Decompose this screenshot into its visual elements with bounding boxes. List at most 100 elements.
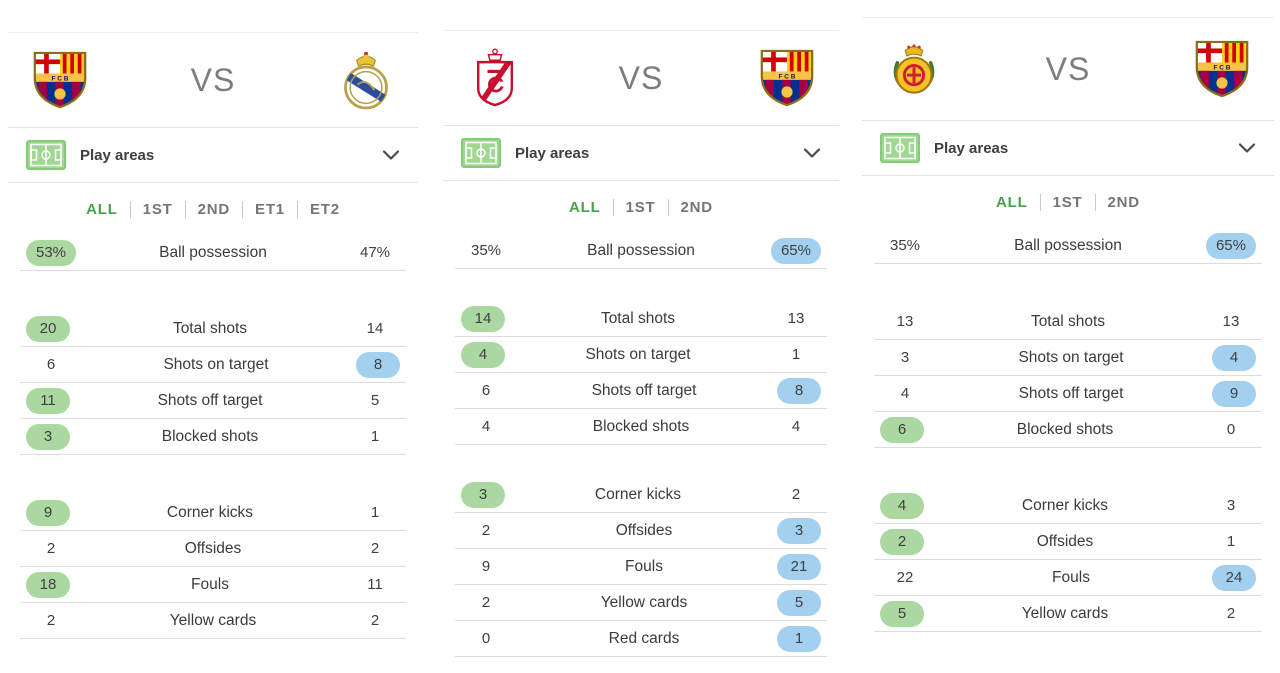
tab-1st[interactable]: 1ST [142, 200, 173, 218]
home-value: 35% [889, 237, 921, 254]
play-areas-toggle[interactable]: Play areas [862, 121, 1274, 176]
tab-all[interactable]: ALL [569, 198, 601, 216]
stat-row: 11 Shots off target 5 [20, 383, 406, 419]
granada-crest-icon [467, 47, 523, 109]
away-value: 3 [777, 517, 821, 544]
away-value: 14 [366, 320, 384, 337]
away-value: 11 [367, 576, 383, 593]
stats-list: 35% Ball possession 65% 14 Total shots 1… [443, 233, 839, 657]
fc-barcelona-crest-icon: F C B [759, 47, 815, 109]
stat-row: 2 Offsides 1 [874, 524, 1262, 560]
home-value: 6 [880, 416, 924, 443]
tab-separator [242, 200, 244, 218]
stat-label: Corner kicks [1021, 496, 1109, 514]
stat-label: Fouls [191, 575, 229, 593]
away-value: 65% [1205, 232, 1256, 259]
stat-label: Offsides [615, 521, 673, 539]
away-value: 1 [370, 504, 380, 521]
match-header: VS F C B [443, 31, 839, 126]
away-value: 13 [787, 310, 805, 327]
stat-row: 35% Ball possession 65% [455, 233, 827, 269]
stat-label: Blocked shots [592, 417, 690, 435]
stat-label: Offsides [184, 539, 242, 557]
home-value: 9 [481, 558, 491, 575]
stat-row: 3 Blocked shots 1 [20, 419, 406, 455]
home-value: 20 [26, 315, 70, 342]
tab-2nd[interactable]: 2ND [680, 198, 713, 216]
home-value: 35% [470, 242, 502, 259]
stat-label: Ball possession [587, 241, 695, 259]
tab-separator [296, 200, 298, 218]
stat-group: 14 Total shots 13 4 Shots on target 1 6 … [455, 301, 827, 445]
stat-label: Fouls [625, 557, 663, 575]
home-value: 4 [900, 385, 910, 402]
away-value: 2 [1226, 605, 1236, 622]
home-value: 3 [461, 481, 505, 508]
home-value: 18 [26, 571, 70, 598]
home-value: 6 [46, 356, 56, 373]
away-value: 8 [356, 351, 400, 378]
stat-label: Yellow cards [600, 593, 688, 611]
stat-row: 22 Fouls 24 [874, 560, 1262, 596]
stat-row: 20 Total shots 14 [20, 311, 406, 347]
vs-label: VS [618, 59, 664, 96]
chevron-down-icon[interactable] [382, 149, 400, 161]
stat-row: 4 Shots off target 9 [874, 376, 1262, 412]
home-value: 2 [880, 528, 924, 555]
stat-label: Offsides [1036, 532, 1094, 550]
home-value: 2 [481, 594, 491, 611]
soccer-field-icon [461, 138, 501, 168]
tab-et2[interactable]: ET2 [309, 200, 340, 218]
stat-label: Blocked shots [1016, 420, 1114, 438]
stat-label: Shots on target [1018, 348, 1124, 366]
tab-all[interactable]: ALL [996, 193, 1028, 211]
away-value: 13 [1222, 313, 1240, 330]
tab-1st[interactable]: 1ST [1052, 193, 1083, 211]
home-value: 53% [26, 239, 77, 266]
match-header: VS F C B [862, 18, 1274, 121]
home-value: 11 [26, 387, 70, 414]
home-value: 22 [896, 569, 914, 586]
stat-label: Yellow cards [1021, 604, 1109, 622]
stat-row: 14 Total shots 13 [455, 301, 827, 337]
stat-row: 2 Offsides 3 [455, 513, 827, 549]
stat-row: 9 Corner kicks 1 [20, 495, 406, 531]
tab-separator [1039, 193, 1041, 211]
period-tabs: ALL 1ST 2ND [862, 176, 1274, 228]
home-value: 14 [461, 305, 505, 332]
stat-label: Blocked shots [161, 427, 259, 445]
play-areas-toggle[interactable]: Play areas [443, 126, 839, 181]
match-stats-panel: F C B VS [8, 32, 418, 639]
chevron-down-icon[interactable] [1238, 142, 1256, 154]
away-value: 5 [777, 589, 821, 616]
tab-1st[interactable]: 1ST [625, 198, 656, 216]
tab-2nd[interactable]: 2ND [197, 200, 231, 218]
stat-label: Ball possession [1014, 236, 1122, 254]
stat-group: 3 Corner kicks 2 2 Offsides 3 9 Fouls 21… [455, 477, 827, 657]
away-value: 1 [777, 625, 821, 652]
home-value: 13 [896, 313, 914, 330]
away-value: 1 [791, 346, 801, 363]
stat-row: 13 Total shots 13 [874, 304, 1262, 340]
away-value: 65% [770, 237, 821, 264]
tab-et1[interactable]: ET1 [255, 200, 285, 218]
tab-separator [1094, 193, 1096, 211]
stat-row: 6 Blocked shots 0 [874, 412, 1262, 448]
stat-row: 2 Yellow cards 2 [20, 603, 406, 639]
away-value: 1 [1226, 533, 1236, 550]
svg-text:F C B: F C B [778, 73, 795, 80]
tab-all[interactable]: ALL [86, 200, 118, 218]
tab-separator [129, 200, 131, 218]
play-areas-toggle[interactable]: Play areas [8, 128, 418, 183]
away-value: 4 [791, 418, 801, 435]
away-value: 2 [370, 540, 380, 557]
stat-label: Shots on target [163, 355, 269, 373]
stat-row: 5 Yellow cards 2 [874, 596, 1262, 632]
tab-2nd[interactable]: 2ND [1107, 193, 1140, 211]
stat-group: 35% Ball possession 65% [455, 233, 827, 269]
stat-row: 6 Shots on target 8 [20, 347, 406, 383]
stat-label: Total shots [172, 319, 248, 337]
away-value: 2 [370, 612, 380, 629]
chevron-down-icon[interactable] [803, 147, 821, 159]
play-areas-label: Play areas [934, 139, 1009, 157]
